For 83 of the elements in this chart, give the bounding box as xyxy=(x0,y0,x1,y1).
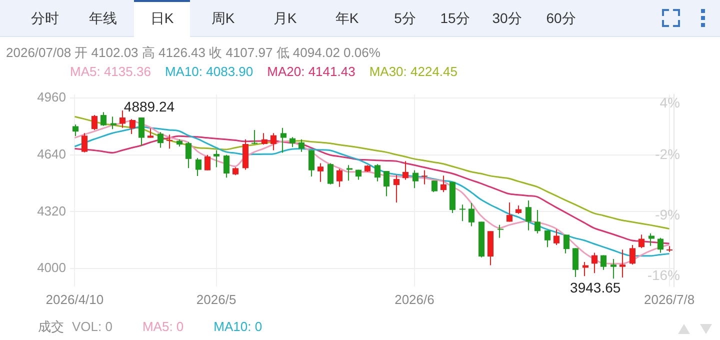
candlestick xyxy=(648,232,654,246)
y-tick-label: 4960 xyxy=(37,90,66,105)
candlestick xyxy=(658,237,664,254)
text: 日K xyxy=(134,0,190,37)
text: 5分 xyxy=(393,9,417,28)
candlestick xyxy=(166,134,172,150)
candlestick xyxy=(138,117,144,146)
x-tick-label: 2026/7/8 xyxy=(644,292,695,307)
candlestick xyxy=(544,230,550,248)
text: 年K xyxy=(334,9,360,28)
candlestick xyxy=(498,224,504,238)
candlestick xyxy=(158,132,164,148)
candlestick xyxy=(82,132,88,153)
candlestick xyxy=(186,141,192,169)
candlestick xyxy=(592,252,598,274)
candlestick xyxy=(148,128,154,138)
text: 月K xyxy=(272,9,298,28)
text: MA5: 4135.36 xyxy=(70,64,151,79)
candlestick xyxy=(224,154,230,178)
candlestick xyxy=(92,114,98,130)
candlestick xyxy=(72,124,78,137)
text: 周K xyxy=(210,9,236,28)
candlestick xyxy=(630,244,636,266)
annotation: 4889.24 xyxy=(124,98,175,114)
candlestick xyxy=(318,162,324,182)
candlestick xyxy=(402,160,408,180)
candlestick xyxy=(600,254,606,270)
candlestick xyxy=(582,262,588,277)
candlestick xyxy=(308,150,314,178)
candlestick xyxy=(554,229,560,246)
candlestick xyxy=(432,180,438,193)
text: MA10: 4083.90 xyxy=(164,64,254,79)
x-tick-label: 2026/5 xyxy=(196,292,236,307)
candlestick xyxy=(572,248,578,278)
candlestick xyxy=(196,158,202,176)
candlestick xyxy=(506,202,512,222)
text: MA10: 0 xyxy=(214,319,262,334)
candlestick xyxy=(374,164,380,182)
candlestick xyxy=(252,129,258,144)
candlestick xyxy=(394,174,400,203)
text: MA20: 4141.43 xyxy=(267,64,356,79)
y-tick-label: 4000 xyxy=(37,260,66,276)
candlestick xyxy=(422,170,428,185)
y-tick-label: 4640 xyxy=(37,146,66,162)
x-tick-label: 2026/6 xyxy=(394,292,434,307)
candlestick xyxy=(328,162,334,185)
candlestick xyxy=(110,116,116,130)
text: 年线 xyxy=(88,9,118,28)
annotation: 3943.65 xyxy=(570,280,621,296)
candlestick xyxy=(534,209,540,234)
candlestick xyxy=(270,132,276,151)
text: 60分 xyxy=(545,9,577,28)
text: MA5: 0 xyxy=(142,319,184,334)
candlestick xyxy=(280,127,286,154)
x-tick-label: 2026/4/10 xyxy=(46,292,104,307)
candlestick xyxy=(100,112,106,126)
candlestick xyxy=(298,138,304,152)
candlestick xyxy=(384,170,390,197)
text: MA30: 4224.45 xyxy=(369,64,458,79)
candlestick xyxy=(638,234,644,249)
candlestick xyxy=(214,150,220,168)
candlestick xyxy=(290,136,296,148)
candlestick xyxy=(120,110,126,128)
candlestick xyxy=(620,249,626,278)
candlestick xyxy=(346,164,352,182)
candlestick xyxy=(564,234,570,254)
text: 2026/07/08 开 4102.03 高 4126.43 收 4107.97 低 4094.02 0.06% xyxy=(6,44,380,62)
candlestick xyxy=(610,258,616,280)
candlestick xyxy=(336,168,342,188)
text: 分时 xyxy=(30,9,60,28)
y-tick-label: 4320 xyxy=(37,203,66,218)
candlestick xyxy=(262,132,268,146)
candlestick xyxy=(412,170,418,189)
text: 15分 xyxy=(439,9,471,28)
candlestick xyxy=(204,154,210,171)
candlestick xyxy=(130,118,136,135)
candlestick xyxy=(460,204,466,222)
text: 30分 xyxy=(491,9,523,28)
candlestick xyxy=(526,200,532,231)
candlestick xyxy=(440,175,446,193)
candlestick xyxy=(468,202,474,227)
text: 成交 xyxy=(38,319,64,334)
text: VOL: 0 xyxy=(72,319,112,334)
